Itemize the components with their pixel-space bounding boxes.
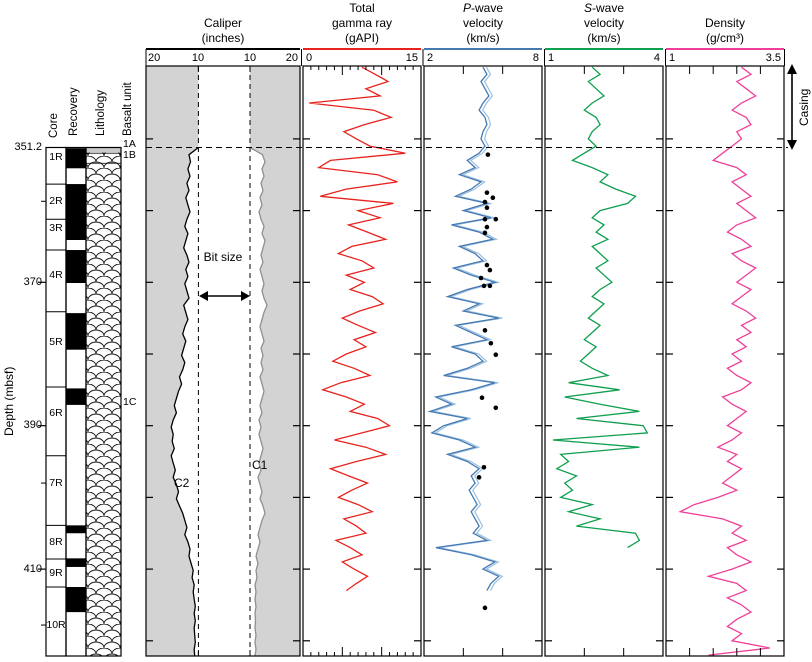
p-wave-companion-curve [431,66,504,591]
p-wave-core-measurement-dot [490,195,496,200]
casing-label: Casing [797,88,811,126]
casing-arrowhead-down [787,140,797,150]
track-title-density: Density (g/cm³) [704,16,745,45]
core-label-7R: 7R [49,477,63,490]
p-wave-core-measurement-dot [487,267,493,273]
core-label-2R: 2R [49,195,63,208]
track-title-swave: S-wave velocity (km/s) [583,1,625,45]
caliper-scale-10-right: 10 [243,52,257,64]
gamma-track-border [302,65,422,657]
recovery-interval [66,558,86,567]
p-wave-core-measurement-dot [493,216,499,222]
gamma-ray-curve [309,66,406,592]
caliper-scale-20-right: 20 [285,52,298,64]
core-label-9R: 9R [49,566,63,579]
caliper-c2-curve [170,146,199,656]
p-wave-core-measurement-dot [481,464,487,470]
borehole-open-area [171,66,267,656]
p-wave-core-measurement-dot [485,152,491,157]
p-wave-core-measurement-dot [484,205,490,211]
basalt-unit-1a-band [86,147,121,153]
s-wave-scale-min: 1 [548,52,555,64]
caliper-track-border [145,65,301,657]
caliper-c1-label: C1 [252,458,268,472]
bit-size-arrowhead-right [241,291,250,301]
density-track-border [665,65,785,657]
gamma-scale-max: 15 [405,52,418,64]
p-wave-core-measurement-dot [478,275,484,281]
p-wave-core-measurement-dot [487,283,493,289]
pwave-track-border [423,65,543,657]
casing-arrowhead-up [787,64,797,74]
p-wave-core-measurement-dot [479,395,485,401]
basalt-unit-label-1A: 1A [123,137,136,150]
p-wave-core-measurement-dot [484,262,490,268]
caliper-scale-10-left: 10 [191,52,205,64]
density-curve [678,66,770,656]
bit-size-label: Bit size [203,250,243,264]
p-wave-core-measurement-dot [482,199,488,205]
p-wave-core-measurement-dot [484,224,490,230]
core-label-6R: 6R [49,406,63,419]
depth-label-410: 410 [23,562,42,575]
p-wave-core-measurement-dot [476,475,482,480]
track-title-caliper: Caliper (inches) [201,16,245,45]
lithology-column-border [85,146,122,657]
column-header-core: Core [48,113,60,138]
recovery-interval [66,250,86,284]
recovery-interval [66,587,86,613]
p-wave-core-measurement-dot [482,216,488,222]
core-label-1R: 1R [49,150,63,163]
recovery-interval [66,148,86,169]
p-wave-core-measurement-dot [482,230,488,236]
p-wave-scale-min: 2 [427,52,434,64]
caliper-c2-label: C2 [174,476,190,490]
p-wave-core-measurement-dot [484,190,490,195]
track-title-gamma: Total gamma ray (gAPI) [331,1,393,45]
p-wave-core-measurement-dot [493,405,499,411]
p-wave-scale-max: 8 [532,52,539,64]
bit-size-arrowhead-left [199,291,208,301]
density-scale-max: 3.5 [765,52,781,64]
column-header-recovery: Recovery [68,87,80,136]
gamma-scale-min: 0 [306,52,313,64]
s-wave-curve [552,66,649,549]
core-label-3R: 3R [49,221,63,234]
depth-label-370: 370 [23,275,42,288]
p-wave-core-measurement-dot [488,340,494,346]
swave-track-border [544,65,664,657]
depth-label-351.2: 351.2 [14,141,42,153]
caliper-scale-20-left: 20 [148,52,161,64]
caliper-c1-curve [249,146,268,656]
core-label-8R: 8R [49,535,63,548]
recovery-interval [66,388,86,405]
depth-label-390: 390 [23,419,42,432]
lithology-pattern [86,147,121,656]
core-label-4R: 4R [49,269,63,282]
p-wave-curve [427,66,500,591]
core-label-5R: 5R [49,335,63,348]
column-header-basalt-unit: Basalt unit [122,82,134,136]
p-wave-core-measurement-dot [481,283,487,289]
p-wave-core-measurement-dot [482,605,488,611]
core-label-10R: 10R [46,619,66,632]
recovery-interval [66,313,86,350]
density-scale-min: 1 [669,52,676,64]
track-title-pwave: P-wave velocity (km/s) [462,1,504,45]
basalt-unit-label-1C: 1C [123,396,137,409]
p-wave-core-measurement-dot [493,352,499,358]
recovery-interval [66,184,86,240]
basalt-unit-label-1B: 1B [123,148,136,161]
recovery-interval [66,525,86,534]
depth-axis-label: Depth (mbsf) [2,366,16,437]
column-header-lithology: Lithology [95,89,107,137]
s-wave-scale-max: 4 [653,52,660,64]
p-wave-core-measurement-dot [482,328,488,333]
